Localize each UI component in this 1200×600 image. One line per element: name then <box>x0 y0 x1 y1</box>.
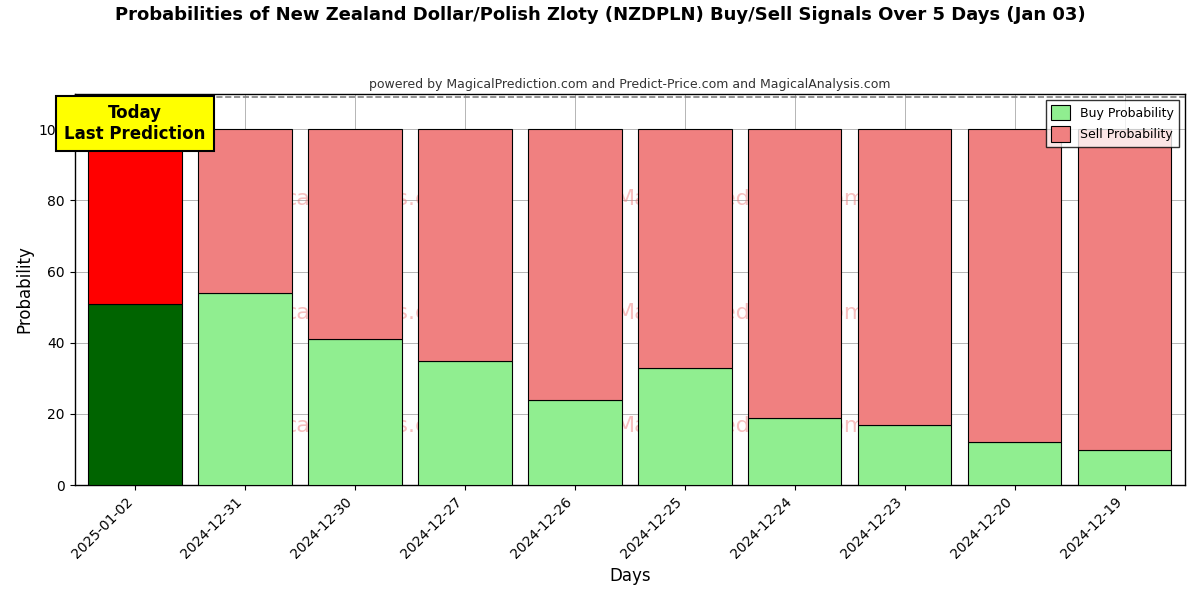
Text: Today
Last Prediction: Today Last Prediction <box>65 104 206 143</box>
Legend: Buy Probability, Sell Probability: Buy Probability, Sell Probability <box>1046 100 1178 146</box>
Text: calAnalysis.com: calAnalysis.com <box>286 189 463 209</box>
Text: Probabilities of New Zealand Dollar/Polish Zloty (NZDPLN) Buy/Sell Signals Over : Probabilities of New Zealand Dollar/Poli… <box>115 6 1085 24</box>
Bar <box>638 368 732 485</box>
Bar <box>1078 449 1171 485</box>
Bar <box>419 129 511 361</box>
Bar <box>198 293 292 485</box>
Bar <box>748 129 841 418</box>
Bar <box>638 129 732 368</box>
Bar <box>198 129 292 293</box>
Bar <box>528 400 622 485</box>
Bar <box>528 129 622 400</box>
Bar <box>968 129 1061 442</box>
Text: MagicalPrediction.com: MagicalPrediction.com <box>616 189 866 209</box>
Bar <box>89 304 182 485</box>
Bar <box>419 361 511 485</box>
Text: MagicalPrediction.com: MagicalPrediction.com <box>616 303 866 323</box>
Text: MagicalPrediction.com: MagicalPrediction.com <box>616 416 866 436</box>
Title: powered by MagicalPrediction.com and Predict-Price.com and MagicalAnalysis.com: powered by MagicalPrediction.com and Pre… <box>370 78 890 91</box>
Bar <box>858 425 952 485</box>
Text: calAnalysis.com: calAnalysis.com <box>286 416 463 436</box>
X-axis label: Days: Days <box>610 567 650 585</box>
Bar <box>1078 129 1171 449</box>
Bar <box>968 442 1061 485</box>
Bar <box>89 129 182 304</box>
Bar <box>308 339 402 485</box>
Y-axis label: Probability: Probability <box>16 245 34 333</box>
Bar <box>858 129 952 425</box>
Text: calAnalysis.com: calAnalysis.com <box>286 303 463 323</box>
Bar <box>748 418 841 485</box>
Bar <box>308 129 402 339</box>
